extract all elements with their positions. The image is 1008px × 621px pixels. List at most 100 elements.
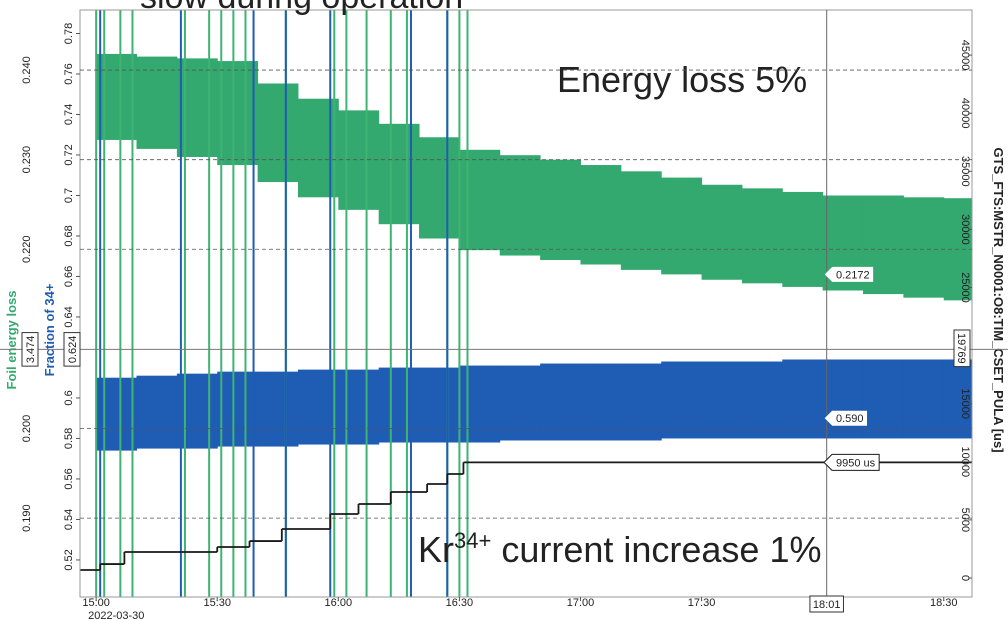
y-inner-tick-label: 0.74: [63, 104, 75, 125]
y2-axis-title: GTS_FTS:MSTR_N0001:O8:TIM_CSET_PULA [us]: [991, 147, 1006, 452]
cursor-readout-box: [63, 332, 81, 367]
annotation-part: Kr: [418, 529, 454, 570]
value-tag-label: 0.590: [836, 413, 864, 425]
y-inner-tick-label: 0.64: [63, 306, 75, 327]
x-tick-label: 17:00: [567, 597, 595, 609]
band-segment: [499, 365, 541, 441]
band-segment: [136, 56, 178, 149]
band-segment: [459, 149, 501, 251]
value-tag: 0.590: [823, 409, 869, 427]
y-inner-tick-label: 0.52: [63, 549, 75, 570]
cursor-readout-text: 3.474: [25, 336, 37, 364]
band-segment: [96, 53, 138, 140]
band-segment: [661, 177, 703, 275]
y2-tick-label: 5000: [959, 508, 971, 532]
cursor-readout: 0.624: [63, 332, 81, 367]
band-segment: [378, 367, 420, 443]
value-tag-box: [823, 453, 880, 471]
band-segment: [217, 61, 259, 166]
y2-tick-label: 25000: [959, 272, 971, 303]
value-tag-box: [823, 409, 869, 427]
band-segment: [661, 361, 703, 439]
cursor-readout-text: 19769: [955, 333, 967, 364]
band-segment: [701, 361, 743, 439]
y2-tick-label: 40000: [959, 98, 971, 129]
band-segment: [297, 369, 339, 445]
band-segment: [176, 373, 218, 449]
band-segment: [136, 375, 178, 449]
band-segment: [741, 361, 783, 439]
y2-tick-label: 15000: [959, 388, 971, 419]
cursor-readout: 19769: [953, 329, 971, 368]
y2-tick-label: 30000: [959, 214, 971, 245]
y-inner-tick-label: 0.7: [63, 188, 75, 203]
cursor-readout-box: [953, 329, 971, 368]
plot-area: [80, 10, 972, 597]
y2-tick-label: 35000: [959, 156, 971, 187]
cursor-x-readout-box: [809, 595, 844, 613]
value-tag: 0.2172: [823, 265, 875, 283]
y2-tick-label: 0: [959, 575, 971, 581]
value-tag: 9950 us: [823, 453, 880, 471]
y-inner-tick-label: 0.58: [63, 428, 75, 449]
y-inner-tick-label: 0.6: [63, 390, 75, 405]
y-inner-tick-label: 0.78: [63, 23, 75, 44]
band-segment: [176, 58, 218, 157]
band-segment: [257, 371, 299, 447]
y-inner-tick-label: 0.68: [63, 225, 75, 246]
band-segment: [419, 137, 460, 239]
y-inner-tick-label: 0.72: [63, 144, 75, 165]
x-tick-label: 15:00: [82, 597, 110, 609]
cursor-x-readout: 18:01: [809, 595, 844, 613]
band-segment: [741, 188, 783, 284]
band-segment: [257, 83, 299, 183]
y-inner-tick-label: 0.56: [63, 468, 75, 489]
band-segment: [903, 359, 945, 439]
band-segment: [903, 197, 945, 298]
y2-tick-label: 10000: [959, 447, 971, 478]
plot-frame: [79, 9, 973, 598]
band-segment: [943, 359, 972, 439]
x-tick-label: 16:00: [325, 597, 353, 609]
value-tag-label: 9950 us: [836, 457, 876, 469]
band-segment: [782, 191, 824, 287]
x-tick-label: 17:30: [688, 597, 716, 609]
annotation-sup: 34+: [454, 528, 491, 553]
band-segment: [863, 359, 904, 439]
band-segment: [338, 369, 380, 445]
band-segment: [620, 363, 662, 441]
band-segment: [297, 98, 339, 198]
value-tag-label: 0.2172: [836, 269, 870, 281]
band-segment: [338, 110, 380, 210]
page-title: slow during operation: [140, 0, 463, 16]
band-segment: [701, 184, 743, 280]
y-inner-tick-label: 0.76: [63, 63, 75, 84]
band-segment: [540, 363, 581, 441]
y-tick-label: 0.230: [21, 146, 33, 174]
annotation: Energy loss 5%: [557, 59, 807, 100]
x-tick-label: 18:30: [930, 597, 958, 609]
x-tick-label: 16:30: [446, 597, 474, 609]
band-segment: [419, 367, 460, 443]
y2-tick-label: 45000: [959, 40, 971, 71]
annotation-part: current increase 1%: [491, 529, 821, 570]
cursor-readout-box: [21, 332, 39, 367]
x-tick-sublabel: 2022-03-30: [88, 610, 144, 621]
cursor-readout: 3.474: [21, 332, 39, 367]
band-segment: [96, 377, 138, 451]
band-segment: [378, 123, 420, 225]
band-segment: [782, 359, 824, 439]
band-segment: [580, 363, 622, 441]
value-tag-box: [823, 265, 875, 283]
y-inner-tick-label: 0.66: [63, 266, 75, 287]
band-segment: [580, 165, 622, 265]
y-inner-axis-title: Fraction of 34+: [42, 283, 57, 376]
band-segment: [540, 159, 581, 261]
y-tick-label: 0.240: [21, 56, 33, 84]
y-tick-label: 0.220: [21, 236, 33, 264]
annotation: Kr34+ current increase 1%: [418, 528, 821, 570]
band-segment: [459, 365, 501, 443]
y-inner-tick-label: 0.54: [63, 509, 75, 530]
y-tick-label: 0.200: [21, 415, 33, 443]
